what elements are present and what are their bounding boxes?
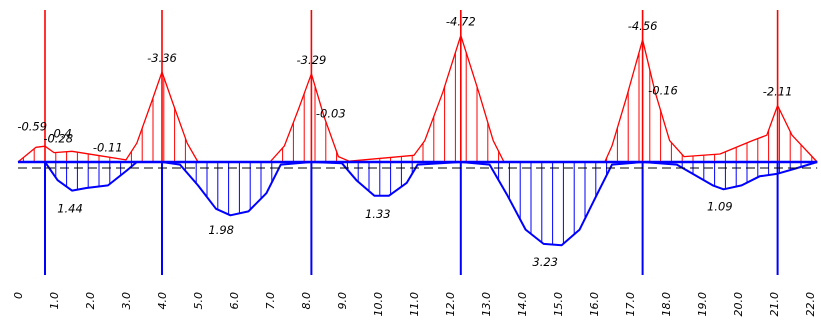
- negative-moment-label: -0.28: [43, 131, 73, 145]
- beam-baseline: [18, 160, 818, 169]
- negative-moment-curve: [17, 34, 818, 163]
- negative-moment-label: -2.11: [763, 84, 793, 98]
- negative-moment-label: -0.16: [648, 83, 678, 97]
- x-tick-label: 14.0: [516, 292, 529, 317]
- x-tick-label: 16.0: [588, 292, 601, 317]
- x-tick-label: 13.0: [480, 292, 493, 317]
- negative-moment-label: -0.03: [316, 106, 346, 120]
- negative-moment-label: -0.4: [49, 127, 71, 141]
- negative-moment-label: -0.11: [93, 140, 123, 154]
- negative-moment-label: -0.59: [17, 120, 47, 134]
- x-tick-label: 6.0: [228, 292, 241, 310]
- x-tick-label: 22.0: [804, 292, 817, 317]
- x-tick-label: 11.0: [408, 292, 421, 317]
- x-tick-label: 2.0: [84, 292, 97, 310]
- x-axis-tick-labels: 0 1.0 2.0 3.0 4.0 5.0 6.0 7.0 8.0 9.0 10.0 11.0 12.0…: [12, 292, 817, 317]
- negative-moment-hatching: [22, 52, 813, 162]
- x-tick-label: 17.0: [624, 292, 637, 317]
- moment-curves: [17, 34, 818, 247]
- positive-moment-curve: [44, 161, 818, 247]
- positive-moment-label: 1.33: [365, 207, 391, 221]
- x-tick-label: 12.0: [444, 292, 457, 317]
- support-lines: [44, 10, 779, 275]
- x-tick-label: 9.0: [336, 292, 349, 310]
- x-tick-label: 19.0: [696, 292, 709, 317]
- positive-moment-hatching: [55, 162, 802, 245]
- x-tick-label: 18.0: [660, 292, 673, 317]
- x-tick-label: 4.0: [156, 292, 169, 310]
- positive-moment-label: 1.98: [208, 223, 234, 237]
- positive-moment-label: 3.23: [532, 255, 558, 269]
- x-tick-label: 0: [12, 292, 25, 299]
- positive-moment-label: 1.44: [57, 202, 83, 216]
- moment-value-labels: -0.59-0.28-0.4 -0.11 -3.36 -3.29 -0.03 -4.72 -…: [17, 15, 792, 270]
- negative-moment-label: -3.29: [297, 53, 327, 67]
- negative-moment-label: -4.72: [446, 15, 476, 29]
- x-tick-label: 10.0: [372, 292, 385, 317]
- x-tick-label: 1.0: [48, 292, 61, 310]
- x-tick-label: 8.0: [300, 292, 313, 310]
- positive-moment-label: 1.09: [707, 200, 733, 214]
- x-tick-label: 3.0: [120, 292, 133, 310]
- negative-moment-label: -4.56: [628, 19, 658, 33]
- x-tick-label: 7.0: [264, 292, 277, 310]
- x-tick-label: 15.0: [552, 292, 565, 317]
- x-tick-label: 20.0: [732, 292, 745, 317]
- negative-moment-label: -3.36: [147, 51, 177, 65]
- x-tick-label: 21.0: [768, 292, 781, 317]
- x-tick-label: 5.0: [192, 292, 205, 310]
